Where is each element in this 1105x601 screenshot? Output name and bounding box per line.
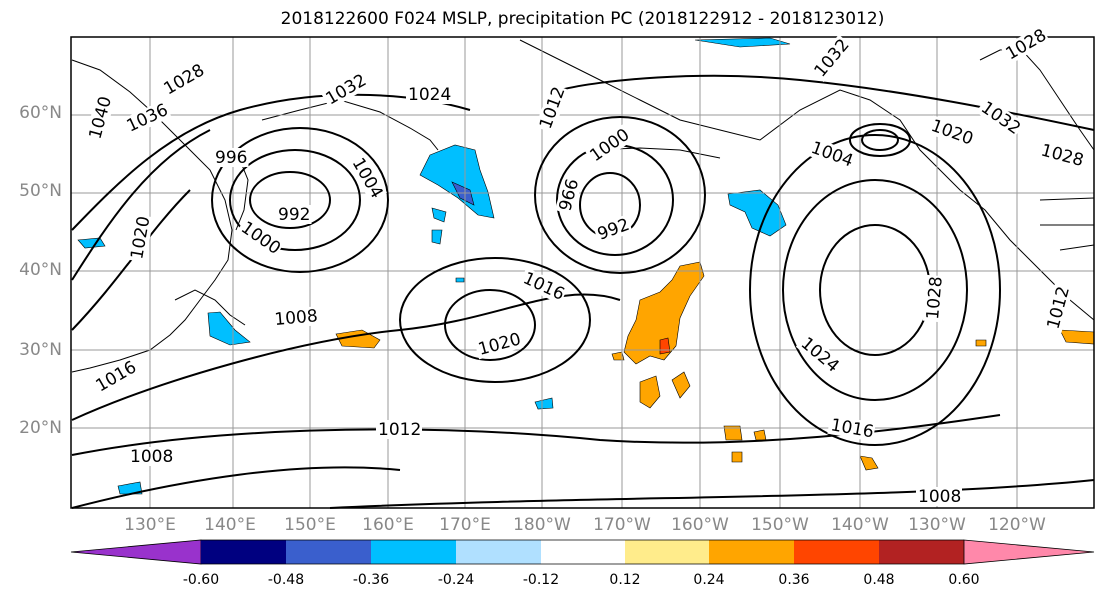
lon-label-140w: 140°W [831, 515, 889, 535]
lat-label-30n: 30°N [19, 340, 62, 360]
isobar-label-bg [795, 332, 844, 377]
lon-label-180w: 180°W [513, 515, 571, 535]
isobar-label-bg [320, 70, 371, 110]
isobar-label-bg [584, 124, 634, 167]
lat-label-20n: 20°N [19, 418, 62, 438]
isobar-label-bg [926, 115, 977, 149]
isobar-label-bg [809, 34, 854, 83]
lon-label-170e: 170°E [439, 515, 491, 535]
isobar-label-bg [126, 214, 154, 263]
lat-label-40n: 40°N [19, 260, 62, 280]
isobar-label-bg [916, 487, 962, 506]
isobar-label: 992 [278, 205, 310, 225]
isobar-label-bg [84, 93, 116, 143]
colorbar-tick: 0.36 [778, 572, 810, 588]
lat-label-50n: 50°N [19, 181, 62, 201]
isobar-label-bg [1037, 139, 1087, 171]
colorbar-tick: 0.60 [948, 572, 980, 588]
isobar-label-bg [376, 420, 422, 439]
isobar-label: 1012 [378, 420, 421, 440]
isobar-label: 1008 [918, 487, 961, 507]
coastlines [71, 39, 1095, 373]
isobar-label-bg [474, 329, 524, 360]
colorbar-tick: -0.48 [267, 572, 305, 588]
lon-label-120w: 120°W [988, 515, 1046, 535]
isobar-label-bg [121, 99, 172, 137]
isobar-label-bg [213, 148, 249, 167]
isobar-label-bg [827, 414, 876, 442]
lon-label-130w: 130°W [908, 515, 966, 535]
isobar-label: 1008 [130, 447, 173, 467]
isobar-label-bg [518, 267, 569, 305]
colorbar-tick: -0.36 [352, 572, 390, 588]
lon-label-160e: 160°E [362, 515, 414, 535]
isobars [71, 74, 1095, 509]
isobar-label-bg [347, 152, 387, 203]
isobar-label-bg [922, 274, 946, 323]
lon-label-170w: 170°W [593, 515, 651, 535]
lon-label-160w: 160°W [671, 515, 729, 535]
isobar-label-bg [128, 447, 174, 466]
isobar-label-bg [976, 96, 1025, 139]
map-title: 2018122600 F024 MSLP, precipitation PC (… [280, 9, 885, 29]
isobar-label-bg [276, 205, 312, 224]
isobar-label: 996 [215, 148, 247, 168]
lon-label-140e: 140°E [204, 515, 256, 535]
lon-label-150e: 150°E [284, 515, 336, 535]
isobar-label: 1008 [274, 306, 319, 330]
isobar-label-bg [806, 137, 857, 171]
colorbar [70, 539, 1095, 565]
isobar-label-bg [1042, 283, 1074, 333]
isobar-label-bg [592, 214, 633, 245]
isobar-label: 1028 [923, 276, 947, 321]
isobar-label-bg [1000, 25, 1051, 65]
map-frame [70, 36, 1095, 509]
lon-label-130e: 130°E [124, 515, 176, 535]
isobar-label-bg [406, 85, 452, 104]
isobar-label-bg [158, 60, 209, 100]
lat-label-60n: 60°N [19, 103, 62, 123]
isobar-label-bg [271, 306, 320, 330]
colorbar-tick: 0.12 [609, 572, 641, 588]
isobar-label-bg [535, 83, 569, 134]
isobar-label-bg [90, 357, 141, 397]
isobar-label-bg [236, 216, 285, 259]
colorbar-tick: -0.12 [522, 572, 560, 588]
isobar-label: 1024 [408, 85, 451, 105]
isobar-label-bg [554, 175, 583, 215]
colorbar-tick: 0.48 [863, 572, 895, 588]
colorbar-tick: -0.60 [182, 572, 220, 588]
colorbar-tick: 0.24 [693, 572, 725, 588]
lon-label-150w: 150°W [751, 515, 809, 535]
colorbar-tick: -0.24 [437, 572, 475, 588]
